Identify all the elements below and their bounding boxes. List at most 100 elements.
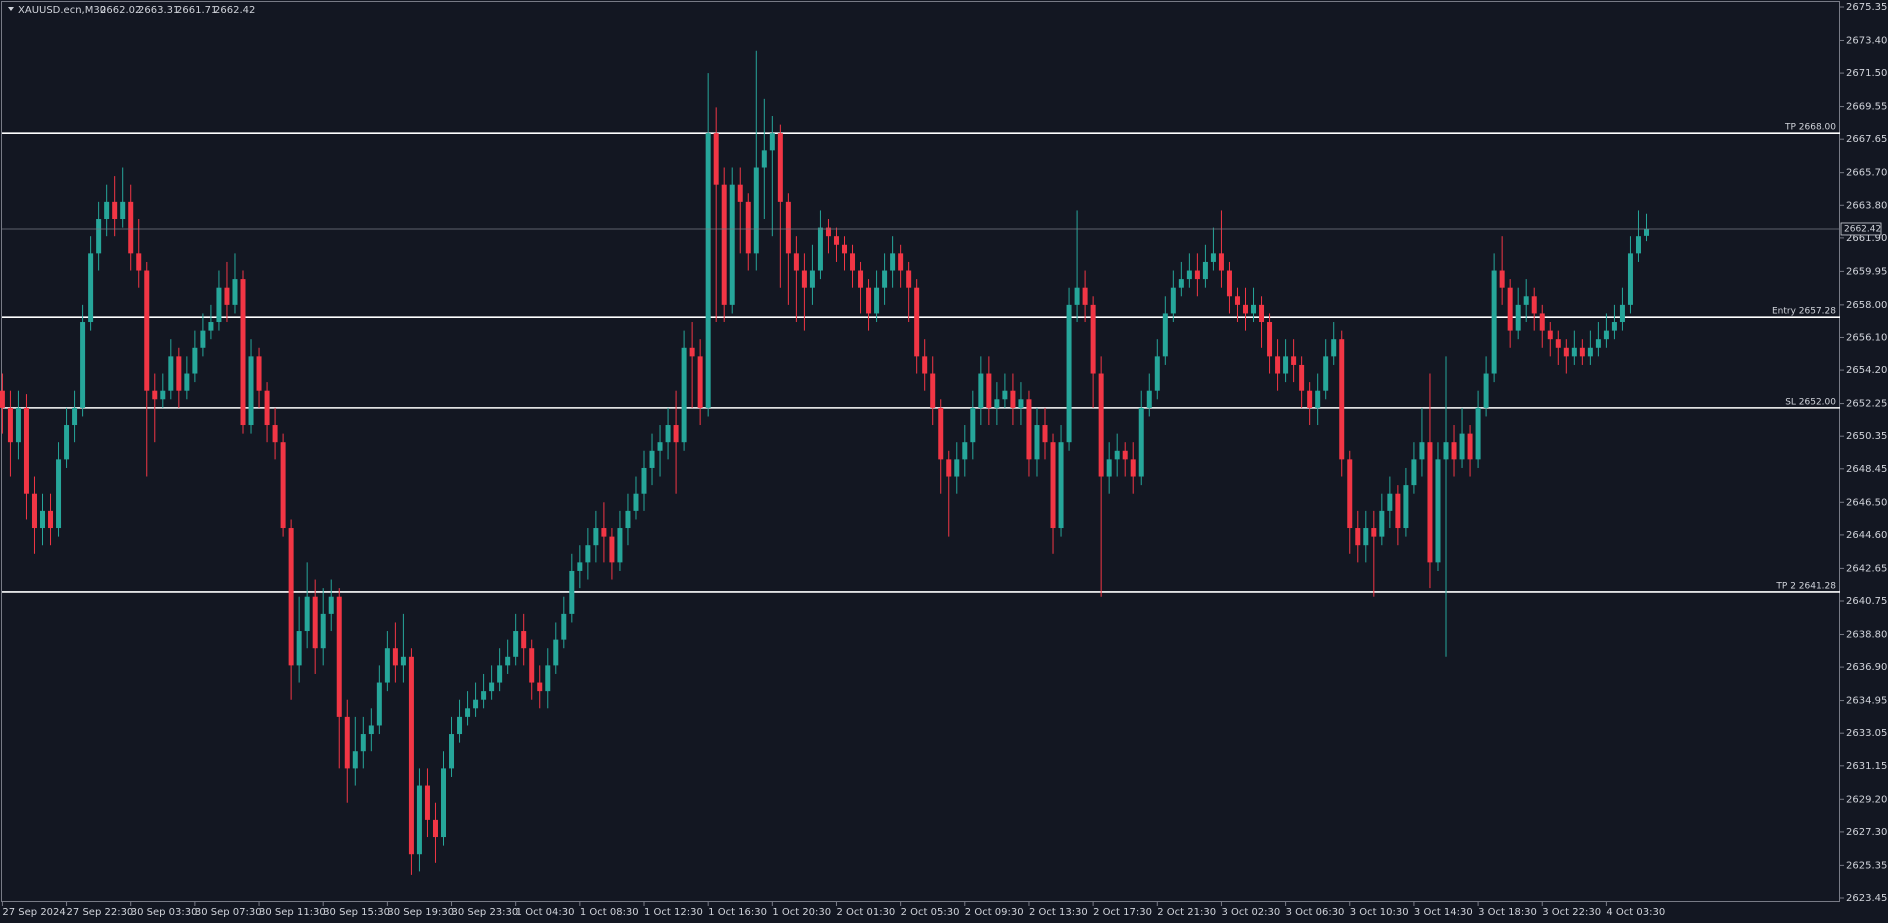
candle-body [721, 184, 727, 305]
candle-body [761, 150, 767, 168]
y-tick-label: 2669.55 [1846, 102, 1887, 113]
candle-body [946, 459, 952, 477]
candle-body [1234, 296, 1240, 305]
candle-body [432, 819, 438, 838]
x-tick-label: 1 Oct 04:30 [516, 907, 575, 918]
candle-body [1058, 442, 1064, 529]
candle-body [120, 201, 126, 220]
candle-body [296, 631, 302, 666]
candle-body [48, 510, 54, 529]
candle-body [384, 648, 390, 683]
candle-body [168, 356, 174, 391]
candle-body [449, 734, 455, 769]
candle-body [1523, 296, 1529, 305]
candle-body [842, 244, 847, 254]
candle-body [938, 407, 944, 460]
candle-body [441, 768, 446, 838]
candle-body [1010, 390, 1016, 408]
candle-body [416, 785, 422, 855]
candle-body [1050, 442, 1056, 529]
level-label: TP 2 2641.28 [1775, 581, 1836, 591]
candle-body [769, 133, 775, 151]
candle-body [641, 467, 647, 494]
y-tick-label: 2625.35 [1846, 860, 1887, 871]
y-tick-label: 2652.25 [1846, 399, 1887, 410]
candle-body [1371, 528, 1377, 537]
candle-body [1138, 407, 1144, 477]
candle-body [1106, 459, 1112, 477]
candle-body [1491, 270, 1497, 374]
candle-body [497, 665, 503, 683]
candle-body [1595, 339, 1601, 348]
candle-body [457, 716, 463, 735]
candle-body [136, 253, 142, 271]
bid-label: 2662.42 [1844, 224, 1881, 234]
y-tick-label: 2640.75 [1846, 596, 1887, 607]
candle-body [1251, 304, 1257, 314]
candle-body [1114, 450, 1120, 460]
candle-body [1555, 339, 1561, 348]
candle-body [906, 270, 912, 288]
candle-body [1387, 493, 1393, 511]
candle-body [240, 279, 246, 426]
y-tick-label: 2636.90 [1846, 662, 1887, 673]
candle-body [537, 682, 543, 692]
candle-body [56, 459, 62, 529]
candle-body [673, 425, 679, 443]
candle-body [481, 691, 487, 700]
candle-body [585, 545, 591, 563]
candle-body [1331, 339, 1337, 357]
candle-body [1194, 270, 1200, 280]
candle-body [144, 270, 150, 391]
ohlc-high: 2663.31 [138, 5, 179, 16]
candle-body [208, 322, 214, 331]
candle-body [665, 425, 671, 443]
candle-body [785, 201, 791, 254]
candle-body [1154, 356, 1160, 391]
y-tick-label: 2658.00 [1846, 300, 1887, 311]
y-tick-label: 2661.90 [1846, 233, 1887, 244]
candle-body [80, 322, 86, 408]
candle-body [88, 253, 94, 323]
candle-body [850, 253, 856, 271]
candle-body [1218, 253, 1224, 271]
candle-body [617, 528, 623, 563]
candle-body [312, 596, 318, 649]
candle-body [1186, 270, 1192, 280]
candle-body [328, 596, 334, 614]
level-label: SL 2652.00 [1785, 397, 1836, 407]
candle-body [1563, 347, 1569, 357]
x-tick-label: 2 Oct 01:30 [836, 907, 895, 918]
ohlc-close: 2662.42 [214, 5, 255, 16]
y-tick-label: 2665.70 [1846, 168, 1887, 179]
candle-body [930, 373, 936, 408]
ohlc-low: 2661.71 [176, 5, 217, 16]
y-tick-label: 2656.10 [1846, 332, 1887, 343]
candle-body [473, 699, 479, 709]
candle-body [192, 347, 198, 374]
x-tick-label: 30 Sep 23:30 [452, 907, 519, 918]
candle-body [1291, 356, 1297, 365]
candle-body [200, 330, 206, 348]
y-tick-label: 2667.65 [1846, 134, 1887, 145]
candle-body [505, 656, 511, 666]
y-tick-label: 2675.35 [1846, 2, 1887, 13]
candle-body [104, 201, 110, 220]
candle-body [1074, 287, 1080, 305]
candle-body [1435, 459, 1441, 563]
candle-body [1130, 459, 1136, 477]
candle-body [1507, 287, 1513, 331]
y-tick-label: 2646.50 [1846, 497, 1887, 508]
candle-body [545, 665, 551, 692]
candle-body [689, 347, 695, 357]
candle-body [978, 373, 984, 408]
candle-body [489, 682, 495, 692]
candle-body [809, 270, 815, 288]
candle-body [1090, 304, 1096, 374]
x-tick-label: 3 Oct 22:30 [1542, 907, 1601, 918]
candle-body [713, 133, 719, 185]
candle-body [1499, 270, 1505, 288]
candle-body [0, 390, 5, 408]
y-tick-label: 2673.40 [1846, 35, 1887, 46]
